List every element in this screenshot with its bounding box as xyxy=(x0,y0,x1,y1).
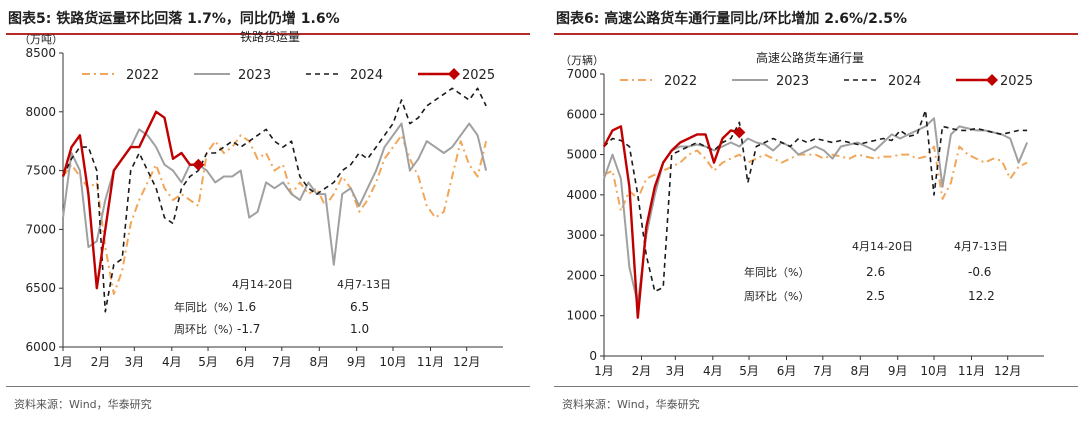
figure-right: 图表6: 高速公路货车通行量同比/环比增加 2.6%/2.5% 0 1000 200… xyxy=(548,0,1080,421)
legend-label-2025: 2025 xyxy=(462,68,495,83)
table-cell: -1.7 xyxy=(237,322,260,336)
x-tick-label: 9月 xyxy=(888,364,908,378)
series-line-2023 xyxy=(62,122,488,266)
x-tick-label: 7月 xyxy=(272,355,292,369)
x-tick-label: 12月 xyxy=(453,355,480,369)
x-tick-label: 9月 xyxy=(347,355,367,369)
table-row-label: 年同比（%） xyxy=(174,300,239,314)
figure-left: 图表5: 铁路货运量环比回落 1.7%，同比仍增 1.6% 6000 6500 70… xyxy=(0,0,532,421)
x-tick-label: 5月 xyxy=(739,364,759,378)
x-tick-label: 5月 xyxy=(198,355,218,369)
x-tick-label: 11月 xyxy=(417,355,444,369)
legend-marker-2025 xyxy=(986,74,998,86)
table-cell: 1.6 xyxy=(237,300,256,314)
x-tick-label: 1月 xyxy=(53,355,73,369)
title-rule xyxy=(554,33,1078,35)
x-tick-label: 4月 xyxy=(162,355,182,369)
figure-title: 图表5: 铁路货运量环比回落 1.7%，同比仍增 1.6% xyxy=(8,11,340,27)
y-tick-label: 1000 xyxy=(566,309,597,323)
table-col-header: 4月7-13日 xyxy=(954,240,1008,253)
legend-label-2022: 2022 xyxy=(664,74,697,89)
table-cell: 1.0 xyxy=(350,322,369,336)
y-tick-label: 2000 xyxy=(566,268,597,282)
chart-title: 铁路货运量 xyxy=(240,29,300,44)
source-note: 资料来源：Wind，华泰研究 xyxy=(14,398,152,411)
x-tick-label: 2月 xyxy=(632,364,652,378)
x-tick-label: 2月 xyxy=(91,355,111,369)
y-tick-label: 6000 xyxy=(25,340,56,354)
legend-label-2023: 2023 xyxy=(776,74,809,89)
source-note: 资料来源：Wind，华泰研究 xyxy=(562,398,700,411)
legend-label-2024: 2024 xyxy=(350,68,383,83)
table-cell: 6.5 xyxy=(350,300,369,314)
series-line-2025 xyxy=(602,125,740,319)
x-tick-label: 3月 xyxy=(666,364,686,378)
title-rule xyxy=(6,33,530,35)
x-tick-label: 4月 xyxy=(703,364,723,378)
chart-highway-trucks: 0 1000 2000 3000 4000 5000 6000 7000 1月 2月 3月 4月 5月 6… xyxy=(560,50,1044,378)
bottom-rule xyxy=(554,386,1078,387)
table-row-label: 周环比（%） xyxy=(744,290,809,303)
series-line-2024 xyxy=(603,109,1028,293)
legend-label-2022: 2022 xyxy=(126,68,159,83)
y-tick-label: 4000 xyxy=(566,188,597,202)
table-row-label: 周环比（%） xyxy=(174,323,239,336)
x-tick-label: 10月 xyxy=(920,364,947,378)
y-unit-label: （万吨） xyxy=(19,33,63,46)
table-col-header: 4月14-20日 xyxy=(232,278,293,291)
series-line-2024 xyxy=(62,87,487,313)
legend-label-2024: 2024 xyxy=(888,74,921,89)
y-tick-label: 5000 xyxy=(566,148,597,162)
figure-title: 图表6: 高速公路货车通行量同比/环比增加 2.6%/2.5% xyxy=(556,11,907,27)
x-tick-label: 6月 xyxy=(777,364,797,378)
series-end-marker-2025 xyxy=(733,126,746,139)
bottom-rule xyxy=(6,386,530,387)
series-line-2025 xyxy=(61,110,199,290)
series-line-2022 xyxy=(603,145,1028,212)
table-cell: 2.6 xyxy=(866,265,885,279)
legend-label-2025: 2025 xyxy=(1000,74,1033,89)
table-col-header: 4月7-13日 xyxy=(337,278,391,291)
x-tick-label: 6月 xyxy=(236,355,256,369)
x-tick-label: 7月 xyxy=(813,364,833,378)
series-line-2022 xyxy=(62,134,488,296)
y-tick-label: 8500 xyxy=(25,46,56,60)
y-tick-label: 6000 xyxy=(566,107,597,121)
y-unit-label: （万辆） xyxy=(560,53,604,67)
x-tick-label: 10月 xyxy=(379,355,406,369)
table-cell: 12.2 xyxy=(968,289,995,303)
table-cell: 2.5 xyxy=(866,289,885,303)
x-tick-label: 11月 xyxy=(958,364,985,378)
chart-title: 高速公路货车通行量 xyxy=(756,50,864,65)
y-tick-label: 6500 xyxy=(25,281,56,295)
y-tick-label: 0 xyxy=(589,349,597,363)
y-tick-label: 8000 xyxy=(25,105,56,119)
x-tick-label: 8月 xyxy=(309,355,329,369)
x-tick-label: 12月 xyxy=(994,364,1021,378)
x-tick-label: 1月 xyxy=(594,364,614,378)
x-tick-label: 3月 xyxy=(125,355,145,369)
y-tick-label: 7500 xyxy=(25,164,56,178)
series-end-marker-2025 xyxy=(192,158,205,171)
legend-label-2023: 2023 xyxy=(238,68,271,83)
legend-marker-2025 xyxy=(448,68,460,80)
y-tick-label: 3000 xyxy=(566,228,597,242)
table-col-header: 4月14-20日 xyxy=(852,240,913,253)
table-cell: -0.6 xyxy=(968,265,991,279)
y-tick-label: 7000 xyxy=(25,222,56,236)
y-tick-label: 7000 xyxy=(566,67,597,81)
x-tick-label: 8月 xyxy=(850,364,870,378)
chart-railway-freight: 6000 6500 7000 7500 8000 8500 1月 2月 3月 4月 5月 6月 7月 8月… xyxy=(19,29,503,369)
table-row-label: 年同比（%） xyxy=(744,265,809,279)
